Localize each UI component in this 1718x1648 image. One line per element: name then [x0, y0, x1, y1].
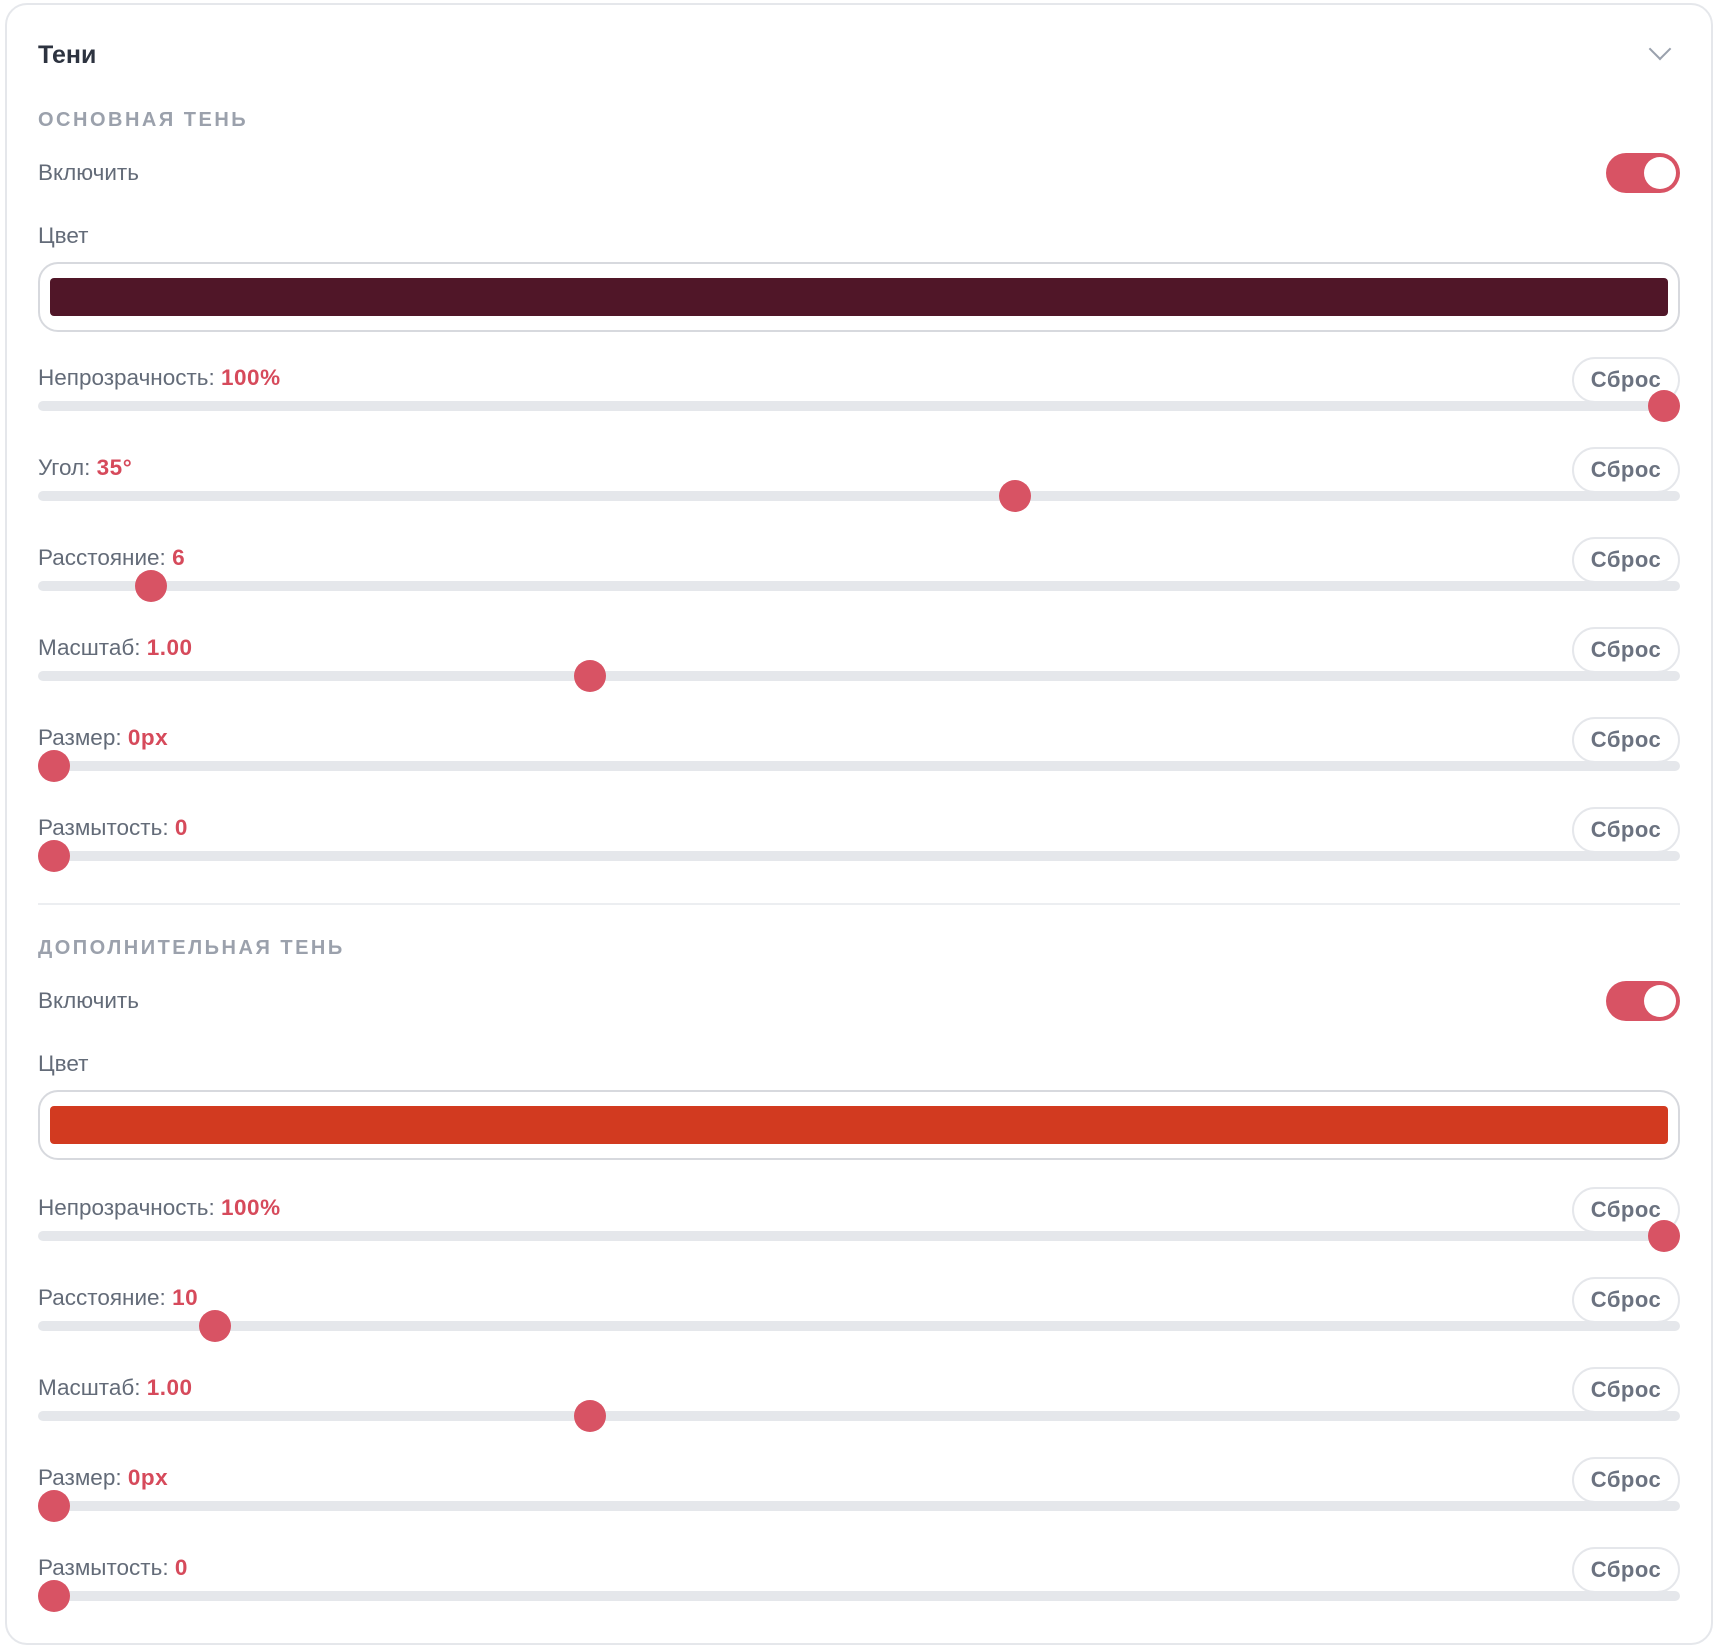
- shadows-panel: Тени ОСНОВНАЯ ТЕНЬ Включить Цвет Непрозр…: [5, 3, 1713, 1645]
- slider-row: Масштаб: 1.00 Сброс: [38, 1367, 1680, 1465]
- slider-label-text: Непрозрачность:: [38, 1195, 215, 1220]
- slider-value: 1.00: [146, 635, 193, 660]
- slider-label: Размер: 0px: [38, 725, 168, 751]
- section-divider: [38, 903, 1680, 905]
- slider-row: Размытость: 0 Сброс: [38, 1547, 1680, 1645]
- slider-thumb[interactable]: [199, 1310, 231, 1342]
- slider-label: Непрозрачность: 100%: [38, 1195, 281, 1221]
- reset-button[interactable]: Сброс: [1572, 1367, 1680, 1413]
- secondary-section-label: ДОПОЛНИТЕЛЬНАЯ ТЕНЬ: [38, 937, 345, 959]
- primary-enable-toggle[interactable]: [1606, 153, 1680, 193]
- slider-label-text: Расстояние:: [38, 545, 166, 570]
- slider-value: 0px: [127, 1465, 169, 1490]
- slider-row: Непрозрачность: 100% Сброс: [38, 1187, 1680, 1285]
- toggle-knob: [1644, 157, 1676, 189]
- reset-button[interactable]: Сброс: [1572, 1547, 1680, 1593]
- slider-row: Расстояние: 6 Сброс: [38, 537, 1680, 635]
- slider-track[interactable]: [38, 1321, 1680, 1331]
- slider-row: Расстояние: 10 Сброс: [38, 1277, 1680, 1375]
- slider-label: Масштаб: 1.00: [38, 635, 193, 661]
- slider-label-text: Расстояние:: [38, 1285, 166, 1310]
- slider-label: Масштаб: 1.00: [38, 1375, 193, 1401]
- primary-section-label: ОСНОВНАЯ ТЕНЬ: [38, 109, 249, 131]
- secondary-color-label: Цвет: [38, 1051, 89, 1076]
- slider-label: Размытость: 0: [38, 1555, 188, 1581]
- slider-label-text: Размытость:: [38, 815, 169, 840]
- slider-value: 35°: [96, 455, 133, 480]
- slider-value: 0: [174, 1555, 188, 1580]
- slider-track[interactable]: [38, 761, 1680, 771]
- slider-thumb[interactable]: [574, 660, 607, 692]
- slider-label-text: Угол:: [38, 455, 91, 480]
- reset-button[interactable]: Сброс: [1572, 1277, 1680, 1323]
- slider-label-text: Размер:: [38, 725, 122, 750]
- secondary-color-swatch[interactable]: [50, 1106, 1668, 1144]
- toggle-knob: [1644, 985, 1676, 1017]
- slider-value: 0px: [127, 725, 169, 750]
- slider-thumb[interactable]: [999, 480, 1032, 512]
- primary-color-swatch[interactable]: [50, 278, 1668, 316]
- slider-value: 1.00: [146, 1375, 193, 1400]
- reset-button[interactable]: Сброс: [1572, 717, 1680, 763]
- panel-title: Тени: [38, 41, 97, 69]
- slider-value: 100%: [221, 365, 281, 390]
- slider-label-text: Масштаб:: [38, 635, 141, 660]
- slider-thumb[interactable]: [38, 750, 70, 782]
- slider-label-text: Размер:: [38, 1465, 122, 1490]
- slider-thumb[interactable]: [134, 570, 167, 602]
- primary-color-label: Цвет: [38, 223, 89, 248]
- slider-value: 6: [172, 545, 186, 570]
- reset-button[interactable]: Сброс: [1572, 447, 1680, 493]
- secondary-enable-toggle[interactable]: [1606, 981, 1680, 1021]
- slider-track[interactable]: [38, 401, 1680, 411]
- slider-track[interactable]: [38, 491, 1680, 501]
- reset-button[interactable]: Сброс: [1572, 1457, 1680, 1503]
- primary-enable-label: Включить: [38, 160, 139, 185]
- slider-label: Размер: 0px: [38, 1465, 168, 1491]
- slider-track[interactable]: [38, 851, 1680, 861]
- slider-label: Расстояние: 6: [38, 545, 185, 571]
- panel-content: Тени ОСНОВНАЯ ТЕНЬ Включить Цвет Непрозр…: [38, 5, 1680, 1643]
- slider-thumb[interactable]: [1648, 1220, 1680, 1252]
- slider-track[interactable]: [38, 671, 1680, 681]
- slider-value: 100%: [221, 1195, 281, 1220]
- slider-label-text: Непрозрачность:: [38, 365, 215, 390]
- slider-track[interactable]: [38, 1591, 1680, 1601]
- slider-thumb[interactable]: [1648, 390, 1680, 422]
- primary-color-picker[interactable]: [38, 262, 1680, 332]
- slider-label-text: Масштаб:: [38, 1375, 141, 1400]
- slider-row: Масштаб: 1.00 Сброс: [38, 627, 1680, 725]
- slider-track[interactable]: [38, 1411, 1680, 1421]
- slider-label-text: Размытость:: [38, 1555, 169, 1580]
- slider-label: Непрозрачность: 100%: [38, 365, 281, 391]
- reset-button[interactable]: Сброс: [1572, 537, 1680, 583]
- slider-thumb[interactable]: [38, 840, 70, 872]
- slider-row: Размытость: 0 Сброс: [38, 807, 1680, 905]
- reset-button[interactable]: Сброс: [1572, 807, 1680, 853]
- slider-row: Непрозрачность: 100% Сброс: [38, 357, 1680, 455]
- chevron-down-icon[interactable]: [1648, 37, 1672, 61]
- slider-thumb[interactable]: [38, 1580, 70, 1612]
- slider-value: 10: [172, 1285, 199, 1310]
- slider-label: Размытость: 0: [38, 815, 188, 841]
- slider-label: Угол: 35°: [38, 455, 132, 481]
- slider-thumb[interactable]: [574, 1400, 607, 1432]
- slider-thumb[interactable]: [38, 1490, 70, 1522]
- slider-value: 0: [174, 815, 188, 840]
- slider-track[interactable]: [38, 1501, 1680, 1511]
- secondary-enable-label: Включить: [38, 988, 139, 1013]
- slider-label: Расстояние: 10: [38, 1285, 198, 1311]
- secondary-color-picker[interactable]: [38, 1090, 1680, 1160]
- slider-row: Размер: 0px Сброс: [38, 1457, 1680, 1555]
- slider-row: Угол: 35° Сброс: [38, 447, 1680, 545]
- slider-track[interactable]: [38, 1231, 1680, 1241]
- reset-button[interactable]: Сброс: [1572, 627, 1680, 673]
- slider-row: Размер: 0px Сброс: [38, 717, 1680, 815]
- slider-track[interactable]: [38, 581, 1680, 591]
